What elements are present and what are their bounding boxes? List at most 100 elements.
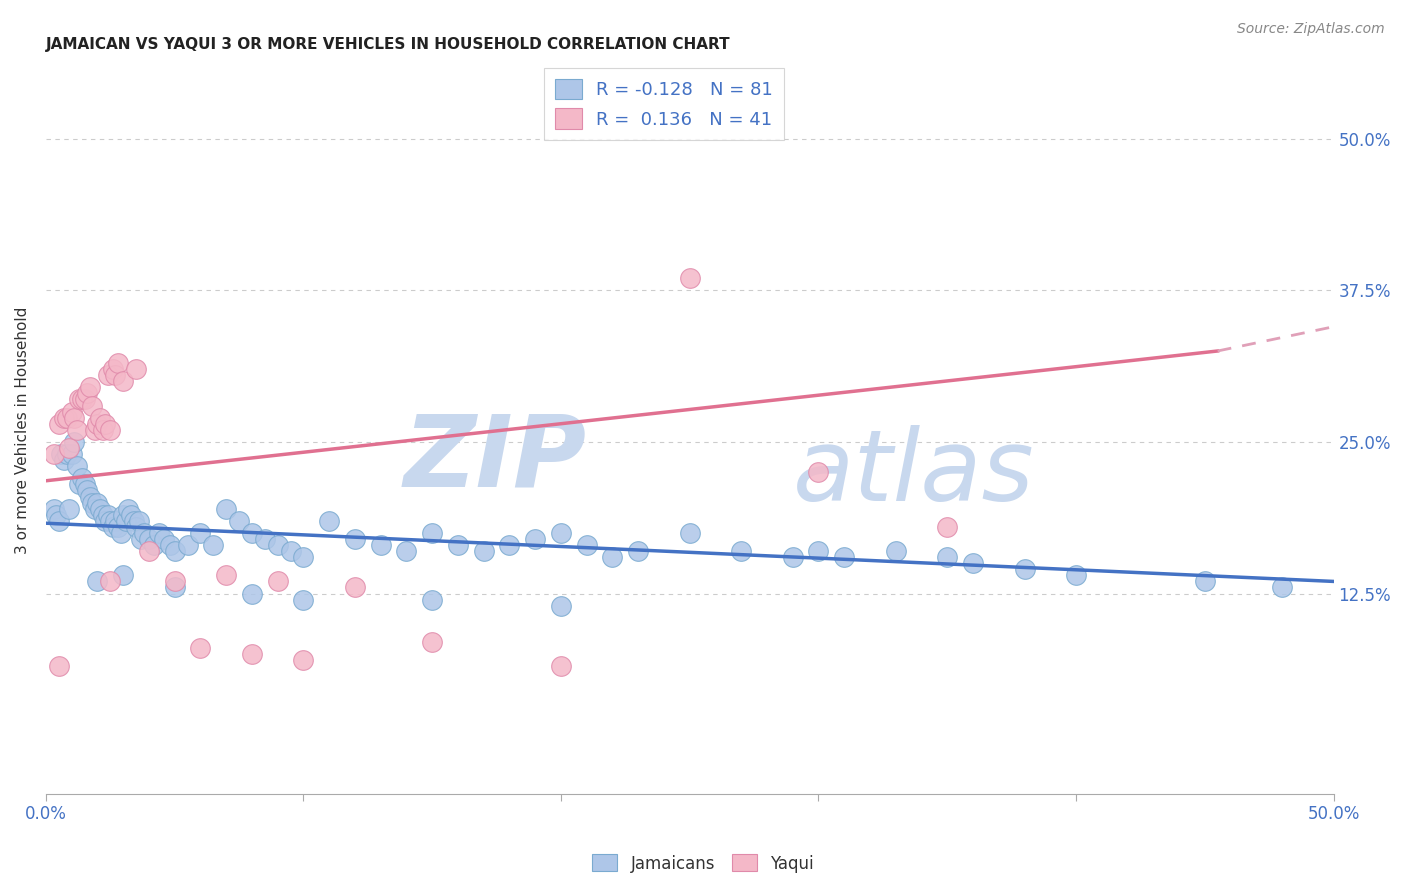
Point xyxy=(94,514,117,528)
Point xyxy=(79,490,101,504)
Point xyxy=(159,538,181,552)
Point xyxy=(69,477,91,491)
Point xyxy=(42,501,65,516)
Point xyxy=(76,483,98,498)
Point xyxy=(267,574,290,589)
Point xyxy=(48,417,70,431)
Point xyxy=(73,392,96,407)
Point xyxy=(1014,562,1036,576)
Point xyxy=(104,368,127,383)
Point xyxy=(253,532,276,546)
Point xyxy=(48,659,70,673)
Point xyxy=(82,495,104,509)
Point xyxy=(55,447,77,461)
Point xyxy=(343,532,366,546)
Point xyxy=(936,550,959,565)
Point xyxy=(498,538,520,552)
Point xyxy=(114,514,136,528)
Point xyxy=(112,508,135,522)
Point xyxy=(128,514,150,528)
Point xyxy=(86,495,108,509)
Point xyxy=(138,544,160,558)
Point xyxy=(66,423,89,437)
Point xyxy=(73,477,96,491)
Point xyxy=(82,399,104,413)
Point xyxy=(125,362,148,376)
Point xyxy=(550,599,572,613)
Point xyxy=(86,417,108,431)
Point xyxy=(420,525,443,540)
Point xyxy=(447,538,470,552)
Point xyxy=(240,586,263,600)
Text: atlas: atlas xyxy=(793,425,1035,522)
Point xyxy=(107,520,129,534)
Point xyxy=(190,641,212,656)
Point xyxy=(240,647,263,661)
Point xyxy=(63,410,86,425)
Point xyxy=(163,544,186,558)
Point xyxy=(1194,574,1216,589)
Point xyxy=(83,423,105,437)
Point xyxy=(1271,581,1294,595)
Point xyxy=(807,465,830,479)
Point xyxy=(125,520,148,534)
Point xyxy=(143,538,166,552)
Point xyxy=(51,447,73,461)
Point xyxy=(575,538,598,552)
Point xyxy=(163,574,186,589)
Point xyxy=(267,538,290,552)
Point xyxy=(420,592,443,607)
Point xyxy=(202,538,225,552)
Point xyxy=(63,434,86,449)
Point xyxy=(97,508,120,522)
Point xyxy=(228,514,250,528)
Point xyxy=(66,459,89,474)
Point xyxy=(215,501,238,516)
Point xyxy=(215,568,238,582)
Point xyxy=(70,471,93,485)
Point xyxy=(60,404,83,418)
Point xyxy=(89,501,111,516)
Point xyxy=(627,544,650,558)
Point xyxy=(1064,568,1087,582)
Point xyxy=(176,538,198,552)
Point xyxy=(280,544,302,558)
Point xyxy=(79,380,101,394)
Point xyxy=(138,532,160,546)
Point xyxy=(730,544,752,558)
Point xyxy=(807,544,830,558)
Point xyxy=(69,392,91,407)
Point xyxy=(98,514,121,528)
Point xyxy=(190,525,212,540)
Point xyxy=(240,525,263,540)
Point xyxy=(148,525,170,540)
Point xyxy=(42,447,65,461)
Point xyxy=(420,635,443,649)
Point xyxy=(292,550,315,565)
Point xyxy=(55,410,77,425)
Text: ZIP: ZIP xyxy=(404,410,586,508)
Point xyxy=(94,417,117,431)
Point xyxy=(89,410,111,425)
Point xyxy=(53,410,76,425)
Text: JAMAICAN VS YAQUI 3 OR MORE VEHICLES IN HOUSEHOLD CORRELATION CHART: JAMAICAN VS YAQUI 3 OR MORE VEHICLES IN … xyxy=(46,37,731,53)
Point xyxy=(48,514,70,528)
Point xyxy=(962,556,984,570)
Point xyxy=(472,544,495,558)
Point xyxy=(97,368,120,383)
Point xyxy=(98,423,121,437)
Point xyxy=(70,392,93,407)
Point xyxy=(550,659,572,673)
Point xyxy=(679,525,702,540)
Point xyxy=(117,501,139,516)
Point xyxy=(782,550,804,565)
Point xyxy=(112,374,135,388)
Point xyxy=(107,356,129,370)
Point xyxy=(104,514,127,528)
Point xyxy=(91,423,114,437)
Point xyxy=(832,550,855,565)
Point xyxy=(110,525,132,540)
Point xyxy=(83,501,105,516)
Point xyxy=(98,574,121,589)
Point xyxy=(679,271,702,285)
